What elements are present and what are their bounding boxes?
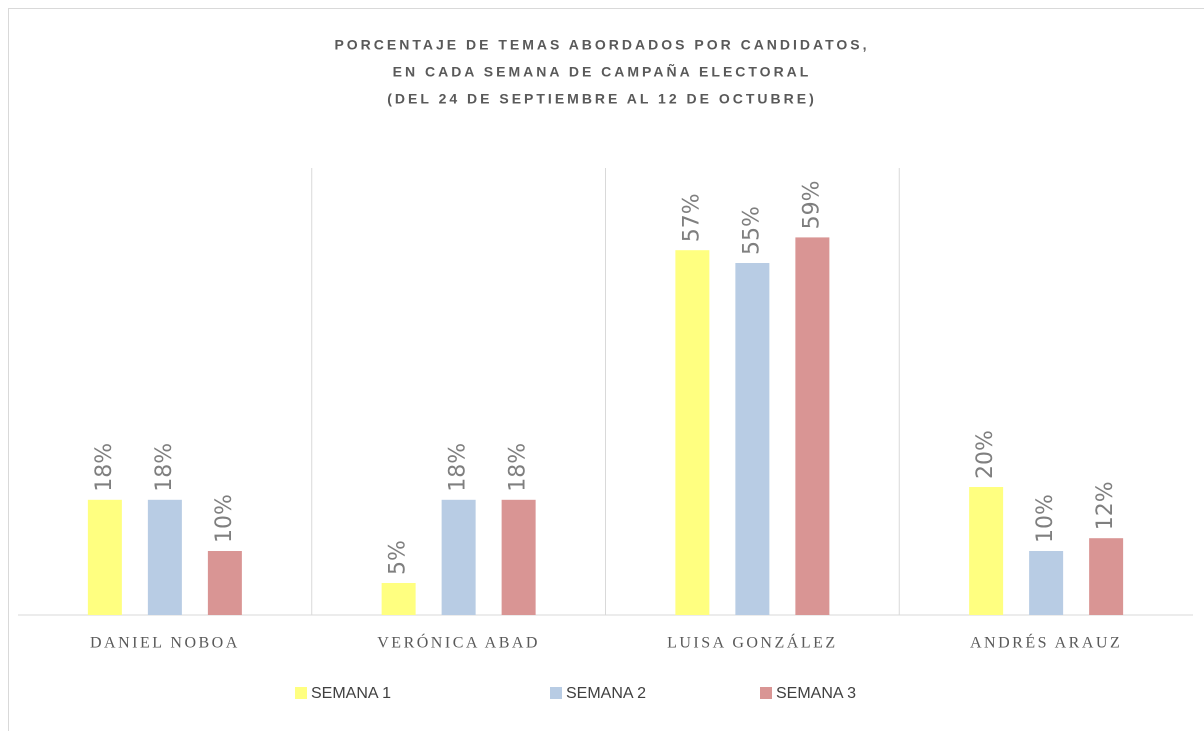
bar bbox=[501, 499, 536, 615]
data-label: 20% bbox=[973, 430, 998, 479]
x-tick-label: LUISA GONZÁLEZ bbox=[667, 633, 838, 652]
bar bbox=[795, 237, 830, 615]
bar bbox=[207, 551, 242, 615]
legend-swatch bbox=[760, 687, 772, 699]
data-label: 10% bbox=[212, 494, 237, 543]
chart-title: PORCENTAJE DE TEMAS ABORDADOS POR CANDID… bbox=[334, 37, 869, 53]
data-label: 18% bbox=[152, 443, 177, 492]
bar bbox=[735, 263, 770, 615]
bar bbox=[675, 250, 710, 615]
chart-border bbox=[8, 8, 1204, 731]
chart-title: (DEL 24 DE SEPTIEMBRE AL 12 DE OCTUBRE) bbox=[387, 91, 816, 107]
data-label: 12% bbox=[1093, 481, 1118, 530]
legend-label: SEMANA 2 bbox=[566, 685, 646, 702]
bar bbox=[969, 487, 1004, 615]
bar bbox=[87, 499, 122, 615]
data-label: 10% bbox=[1033, 494, 1058, 543]
data-label: 18% bbox=[506, 443, 531, 492]
bar bbox=[381, 583, 416, 615]
legend-label: SEMANA 3 bbox=[776, 685, 856, 702]
data-label: 57% bbox=[679, 193, 704, 242]
bar bbox=[1029, 551, 1064, 615]
x-tick-label: DANIEL NOBOA bbox=[90, 635, 240, 652]
data-label: 18% bbox=[446, 443, 471, 492]
legend-swatch bbox=[295, 687, 307, 699]
bar bbox=[147, 499, 182, 615]
x-tick-label: ANDRÉS ARAUZ bbox=[970, 633, 1122, 652]
legend-swatch bbox=[550, 687, 562, 699]
data-label: 5% bbox=[386, 540, 411, 575]
data-label: 18% bbox=[92, 443, 117, 492]
data-label: 59% bbox=[799, 180, 824, 229]
data-label: 55% bbox=[739, 206, 764, 255]
x-tick-label: VERÓNICA ABAD bbox=[377, 633, 540, 652]
bar bbox=[1089, 538, 1124, 615]
legend-label: SEMANA 1 bbox=[311, 685, 391, 702]
chart-title: EN CADA SEMANA DE CAMPAÑA ELECTORAL bbox=[393, 63, 812, 80]
bar bbox=[441, 499, 476, 615]
